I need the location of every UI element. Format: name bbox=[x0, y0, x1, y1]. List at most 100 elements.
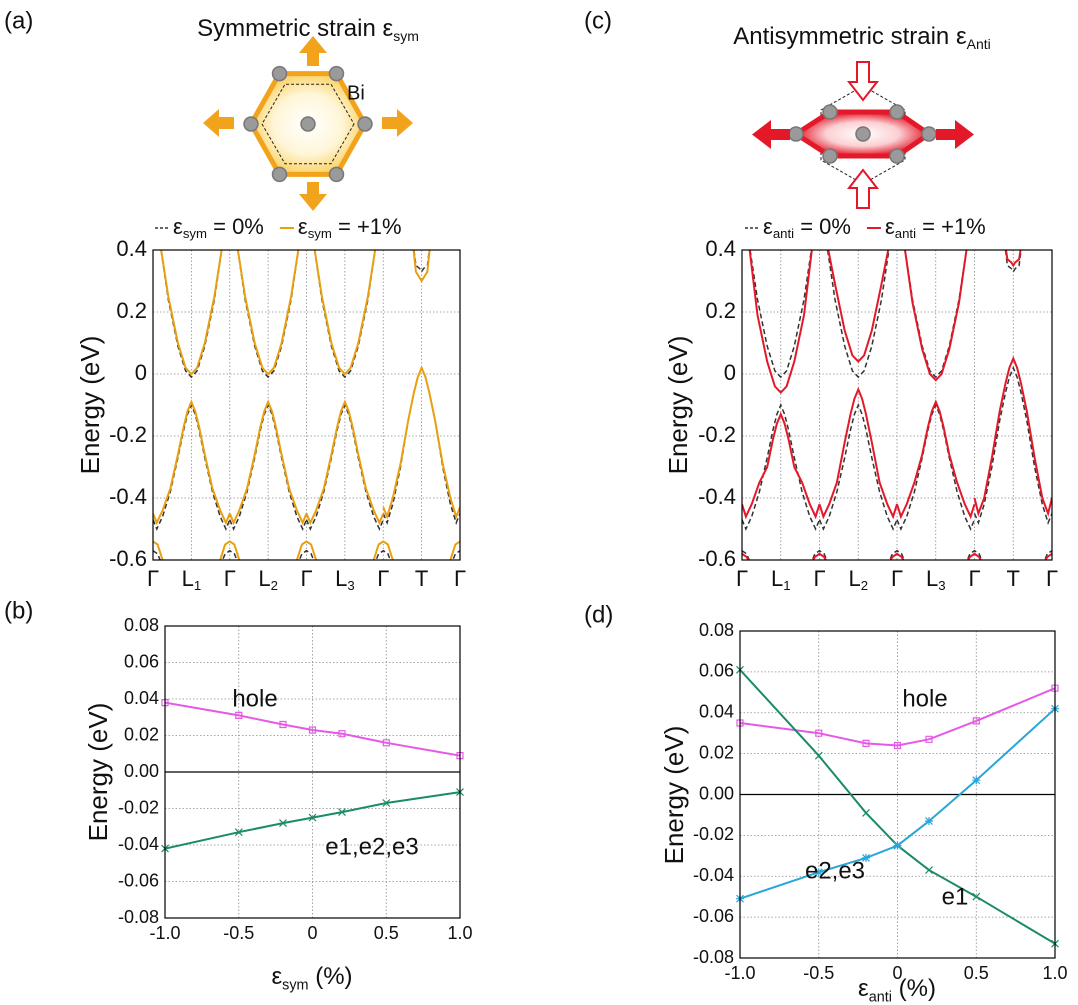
x-tick-label: Γ bbox=[968, 566, 980, 591]
x-tick-label-part: L bbox=[771, 566, 783, 591]
symmetric-strain-diagram: Symmetric strain εsym Bi bbox=[197, 15, 419, 211]
x-tick-label: L2 bbox=[258, 566, 278, 594]
hexagon-unstrained bbox=[261, 83, 355, 165]
x-tick-label-part: Γ bbox=[300, 566, 312, 591]
x-tick-label: Γ bbox=[813, 566, 825, 591]
y-tick-label: 0.04 bbox=[699, 702, 734, 722]
strain-arrows bbox=[203, 36, 413, 211]
marker bbox=[456, 751, 464, 760]
x-tick-label: Γ bbox=[224, 566, 236, 591]
atoms bbox=[788, 104, 937, 164]
marker bbox=[972, 776, 981, 785]
x-tick-label: Γ bbox=[736, 566, 748, 591]
y-tick-label: -0.04 bbox=[693, 865, 734, 885]
x-tick-label: Γ bbox=[377, 566, 389, 591]
plot-frame bbox=[164, 625, 461, 919]
x-tick-label-part: Γ bbox=[224, 566, 236, 591]
y-tick-label: -0.4 bbox=[109, 484, 147, 509]
series-line bbox=[742, 250, 1052, 560]
legend-label: εanti = +1% bbox=[885, 214, 986, 242]
diagram-title-sub: sym bbox=[393, 28, 419, 44]
x-tick-label-part: L bbox=[258, 566, 270, 591]
x-tick-label: L1 bbox=[771, 566, 791, 594]
x-tick-label-part: Γ bbox=[1046, 566, 1058, 591]
x-tick-label: -1.0 bbox=[149, 923, 180, 943]
series-label: e1,e2,e3 bbox=[325, 833, 418, 860]
x-tick-label-part: Γ bbox=[968, 566, 980, 591]
x-tick-label: Γ bbox=[1046, 566, 1058, 591]
y-tick-label: 0.06 bbox=[699, 661, 734, 681]
marker bbox=[862, 808, 870, 817]
legend-label-part: = +1% bbox=[332, 214, 402, 239]
y-tick-label: -0.2 bbox=[698, 422, 736, 447]
x-tick-label-part: L bbox=[848, 566, 860, 591]
x-tick-label: T bbox=[415, 566, 428, 591]
x-axis-label-part: ε bbox=[858, 975, 869, 1002]
marker bbox=[815, 729, 823, 737]
y-axis-label: Energy (eV) bbox=[75, 336, 105, 475]
y-tick-label: -0.08 bbox=[118, 907, 159, 927]
diagram-title-text: Antisymmetric strain ε bbox=[733, 23, 967, 50]
x-tick-label-part: Γ bbox=[377, 566, 389, 591]
plot-frame bbox=[741, 249, 1053, 561]
marker bbox=[925, 866, 933, 875]
legend-label: εanti = 0% bbox=[763, 214, 851, 242]
x-axis-label-part: anti bbox=[869, 989, 892, 1005]
x-tick-label: L1 bbox=[182, 566, 202, 594]
y-tick-label: 0.2 bbox=[705, 298, 736, 323]
series-line bbox=[740, 687, 1055, 747]
marker bbox=[925, 817, 933, 826]
marker bbox=[338, 730, 346, 738]
series-label: hole bbox=[902, 685, 947, 712]
legend-label-part: anti bbox=[773, 227, 794, 242]
y-tick-label: 0 bbox=[135, 360, 147, 385]
y-tick-label: 0.04 bbox=[124, 688, 159, 708]
x-tick-label-part: L bbox=[335, 566, 347, 591]
atom-label: Bi bbox=[347, 82, 365, 104]
x-axis-label-part: (%) bbox=[309, 963, 353, 990]
x-tick-label: Γ bbox=[454, 566, 466, 591]
atoms bbox=[243, 65, 373, 183]
y-tick-label: 0.4 bbox=[705, 236, 736, 261]
compression-arrows bbox=[846, 61, 880, 209]
marker bbox=[814, 868, 823, 877]
y-tick-label: -0.02 bbox=[118, 797, 159, 817]
x-tick-label: L3 bbox=[335, 566, 355, 594]
series-line bbox=[742, 250, 1052, 560]
strain-arrows bbox=[752, 120, 974, 149]
marker bbox=[279, 819, 287, 828]
x-tick-label-part: 3 bbox=[347, 578, 354, 593]
x-tick-label: -0.5 bbox=[223, 923, 254, 943]
diagram-title: Antisymmetric strain εAnti bbox=[733, 23, 991, 51]
series-label: hole bbox=[232, 685, 277, 712]
legend-label: εsym = +1% bbox=[298, 214, 402, 242]
y-axis-label: Energy (eV) bbox=[659, 726, 689, 865]
antisymmetric-strain-diagram: Antisymmetric strain εAnti bbox=[733, 23, 991, 209]
diagram-title-text: Symmetric strain ε bbox=[197, 15, 393, 42]
marker bbox=[736, 719, 744, 727]
x-tick-label: Γ bbox=[300, 566, 312, 591]
x-tick-label-part: 1.0 bbox=[1042, 963, 1067, 983]
series-line bbox=[153, 250, 460, 560]
x-tick-label: 0.5 bbox=[964, 963, 989, 983]
x-axis-label-part: sym bbox=[282, 977, 308, 993]
legend-label-part: = +1% bbox=[916, 214, 986, 239]
marker bbox=[382, 799, 391, 807]
plot-frame bbox=[739, 630, 1056, 959]
marker bbox=[234, 828, 243, 837]
x-tick-label: 0 bbox=[307, 923, 317, 943]
x-tick-label-part: 1 bbox=[783, 578, 790, 593]
series-label: e1 bbox=[942, 883, 969, 910]
y-tick-label: -0.02 bbox=[693, 824, 734, 844]
panel-label: (c) bbox=[584, 7, 612, 34]
series-line bbox=[165, 701, 460, 757]
x-tick-label: 0 bbox=[892, 963, 902, 983]
x-tick-label-part: 1.0 bbox=[447, 923, 472, 943]
x-tick-label-part: T bbox=[415, 566, 428, 591]
x-tick-label: 0.5 bbox=[374, 923, 399, 943]
x-tick-label-part: T bbox=[1007, 566, 1020, 591]
y-tick-label: 0.06 bbox=[124, 651, 159, 671]
x-tick-label-part: 2 bbox=[271, 578, 278, 593]
legend-label-part: sym bbox=[308, 227, 332, 242]
